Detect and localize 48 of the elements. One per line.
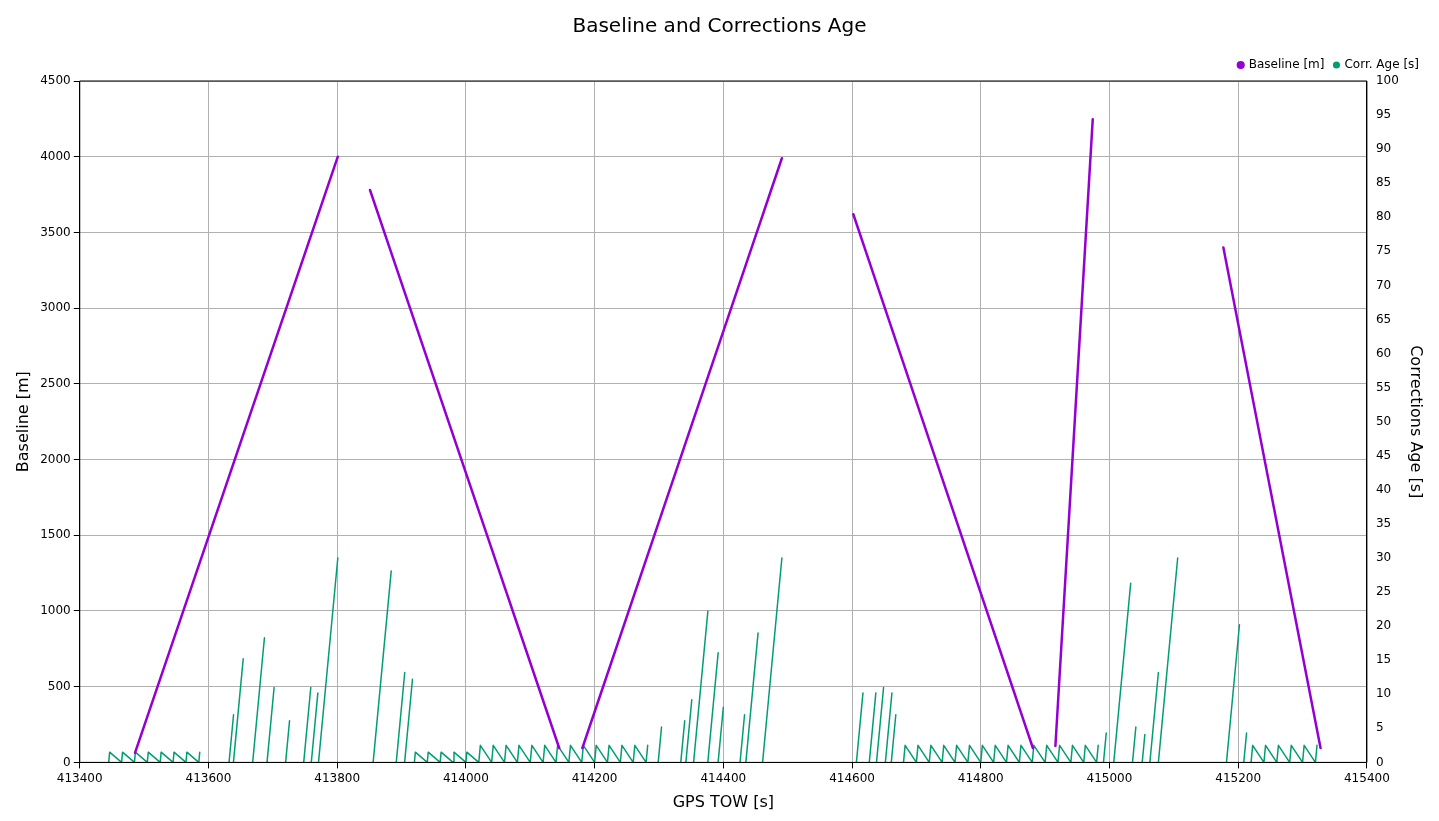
y-axis-title: Baseline [m] [12, 371, 32, 473]
y2-tick-label: 90 [1375, 141, 1392, 156]
y2-tick-label: 30 [1375, 550, 1392, 565]
x-tick-label: 413600 [185, 770, 232, 785]
y-tick-label: 500 [47, 678, 71, 693]
legend-label: Corr. Age [s] [1344, 57, 1419, 72]
y2-axis-title: Corrections Age [s] [1407, 345, 1427, 499]
y2-tick-label: 35 [1375, 516, 1392, 531]
y2-tick-label: 60 [1375, 345, 1392, 360]
y-tick-label: 3500 [40, 224, 71, 239]
x-tick-label: 415400 [1343, 770, 1390, 785]
y2-tick-label: 0 [1375, 754, 1384, 769]
y2-tick-label: 20 [1375, 618, 1392, 633]
x-tick-label: 413400 [56, 770, 103, 785]
y2-tick-label: 70 [1375, 277, 1392, 292]
y2-tick-label: 95 [1375, 107, 1392, 122]
y2-tick-label: 100 [1375, 73, 1399, 88]
x-tick-label: 414200 [571, 770, 618, 785]
x-tick-label: 414600 [829, 770, 875, 785]
y2-tick-label: 75 [1375, 243, 1392, 258]
x-tick-label: 415200 [1215, 770, 1262, 785]
y-tick-label: 3000 [40, 300, 71, 315]
chart-title: Baseline and Corrections Age [572, 13, 867, 38]
y-tick-label: 2000 [40, 451, 71, 466]
y2-tick-label: 40 [1375, 481, 1392, 496]
y-tick-label: 2500 [40, 375, 71, 390]
x-tick-label: 414000 [442, 770, 489, 785]
y-tick-label: 1500 [40, 527, 71, 542]
y-tick-label: 1000 [40, 603, 71, 618]
y2-tick-label: 5 [1375, 720, 1384, 735]
y-tick-label: 0 [63, 754, 71, 769]
x-axis-title: GPS TOW [s] [672, 791, 775, 811]
x-tick-label: 413800 [314, 770, 361, 785]
y2-tick-label: 25 [1375, 584, 1392, 599]
y2-tick-label: 45 [1375, 447, 1392, 462]
y2-tick-label: 85 [1375, 175, 1392, 190]
x-tick-label: 415000 [1086, 770, 1133, 785]
x-tick-label: 414400 [700, 770, 747, 785]
x-tick-label: 414800 [957, 770, 1004, 785]
y2-tick-label: 50 [1375, 413, 1392, 428]
y2-tick-label: 10 [1375, 686, 1392, 701]
y2-tick-label: 65 [1375, 311, 1392, 326]
legend-label: Baseline [m] [1248, 57, 1325, 72]
y2-tick-label: 55 [1375, 379, 1392, 394]
y2-tick-label: 80 [1375, 209, 1392, 224]
y-tick-label: 4000 [40, 148, 71, 163]
y2-tick-label: 15 [1375, 652, 1392, 667]
y-tick-label: 4500 [40, 73, 71, 88]
